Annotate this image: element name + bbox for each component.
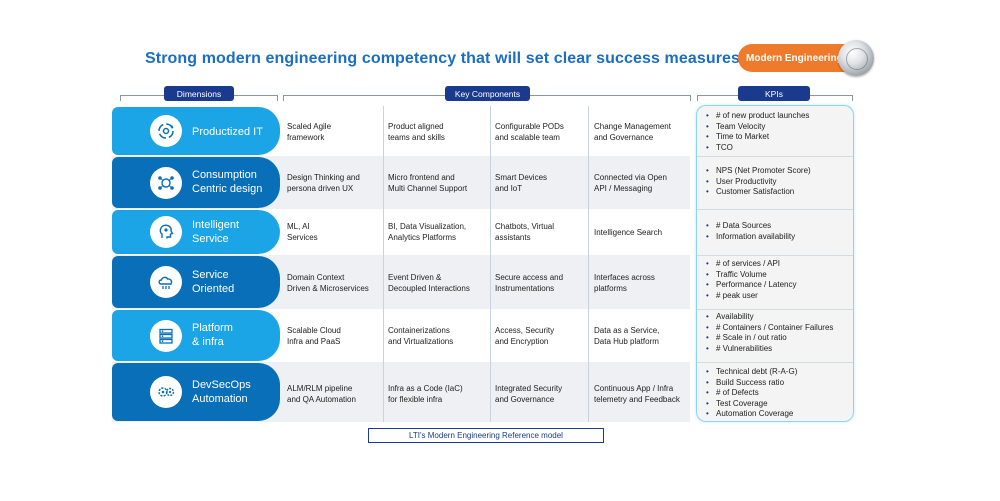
- component-cell: Infra as a Code (IaC) for flexible infra: [388, 384, 463, 404]
- kpi-list: # Data Sources Information availability: [706, 221, 795, 242]
- kpi-item: # of services / API: [706, 259, 796, 270]
- kpi-list: Availability # Containers / Container Fa…: [706, 312, 833, 354]
- dimension-consumption-centric-design: Consumption Centric design: [112, 157, 280, 208]
- kpi-item: # Data Sources: [706, 221, 795, 232]
- component-cell: Connected via Open API / Messaging: [594, 173, 667, 193]
- component-cell: Domain Context Driven & Microservices: [287, 273, 369, 293]
- component-cell: Change Management and Governance: [594, 122, 671, 142]
- component-cell: Scaled Agile framework: [287, 122, 332, 142]
- component-cell: Event Driven & Decoupled Interactions: [388, 273, 470, 293]
- component-cell: Micro frontend and Multi Channel Support: [388, 173, 468, 193]
- kpi-divider: [697, 309, 853, 310]
- dimension-label: Intelligent Service: [192, 219, 240, 245]
- component-cell: ML, AI Services: [287, 222, 318, 242]
- kpis-header: KPIs: [738, 86, 810, 101]
- component-cell: Continuous App / Infra telemetry and Fee…: [594, 384, 680, 404]
- gear-cycle-icon: [150, 115, 182, 147]
- column-divider: [588, 106, 589, 422]
- component-cell: Smart Devices and IoT: [495, 173, 548, 193]
- kpi-item: Information availability: [706, 232, 795, 243]
- dimension-label: Productized IT: [192, 126, 263, 138]
- dimensions-header: Dimensions: [164, 86, 234, 101]
- kpi-divider: [697, 209, 853, 210]
- dimension-label: DevSecOps Automation: [192, 379, 251, 405]
- component-cell: Interfaces across platforms: [594, 273, 655, 293]
- dimension-productized-it: Productized IT: [112, 107, 280, 155]
- kpi-divider: [697, 255, 853, 256]
- kpi-item: Technical debt (R-A-G): [706, 367, 797, 378]
- page-title: Strong modern engineering competency tha…: [145, 50, 741, 67]
- kpi-divider: [697, 362, 853, 363]
- dimension-label: Consumption Centric design: [192, 169, 263, 195]
- dimension-intelligent-service: Intelligent Service: [112, 210, 280, 254]
- kpi-item: Availability: [706, 312, 833, 323]
- dial-knob-icon: [838, 40, 874, 76]
- components-header: Key Components: [445, 86, 530, 101]
- column-divider: [383, 106, 384, 422]
- component-cell: Containerizations and Virtualizations: [388, 326, 454, 346]
- kpi-item: # Scale in / out ratio: [706, 333, 833, 344]
- kpi-item: # of Defects: [706, 388, 797, 399]
- kpi-item: # of new product launches: [706, 111, 809, 122]
- brain-head-icon: [150, 216, 182, 248]
- cloud-service-icon: [150, 266, 182, 298]
- component-cell: Access, Security and Encryption: [495, 326, 555, 346]
- reference-model-caption: LTI's Modern Engineering Reference model: [368, 428, 604, 443]
- component-cell: ALM/RLM pipeline and QA Automation: [287, 384, 356, 404]
- kpi-item: # Containers / Container Failures: [706, 323, 833, 334]
- component-cell: Configurable PODs and scalable team: [495, 122, 564, 142]
- kpi-item: User Productivity: [706, 177, 811, 188]
- kpi-item: Test Coverage: [706, 399, 797, 410]
- component-cell: Scalable Cloud Infra and PaaS: [287, 326, 341, 346]
- badge-label: Modern Engineering: [746, 52, 843, 64]
- component-cell: Secure access and Instrumentations: [495, 273, 564, 293]
- dimension-service-oriented: Service Oriented: [112, 256, 280, 308]
- component-cell: Intelligence Search: [594, 228, 663, 237]
- dimension-label: Platform & infra: [192, 322, 233, 348]
- component-cell: Data as a Service, Data Hub platform: [594, 326, 660, 346]
- component-cell: Design Thinking and persona driven UX: [287, 173, 360, 193]
- kpi-item: Build Success ratio: [706, 378, 797, 389]
- kpi-divider: [697, 156, 853, 157]
- component-cell: Product aligned teams and skills: [388, 122, 445, 142]
- component-cell: Integrated Security and Governance: [495, 384, 563, 404]
- people-network-icon: [150, 166, 182, 199]
- column-divider: [490, 106, 491, 422]
- kpi-item: NPS (Net Promoter Score): [706, 166, 811, 177]
- gears-icon: [150, 376, 182, 408]
- component-cell: Chatbots, Virtual assistants: [495, 222, 554, 242]
- kpi-item: TCO: [706, 143, 809, 154]
- kpi-item: Automation Coverage: [706, 409, 797, 420]
- kpi-item: # peak user: [706, 291, 796, 302]
- kpi-item: Team Velocity: [706, 122, 809, 133]
- kpi-item: Traffic Volume: [706, 270, 796, 281]
- kpi-list: Technical debt (R-A-G) Build Success rat…: [706, 367, 797, 420]
- kpi-list: NPS (Net Promoter Score) User Productivi…: [706, 166, 811, 198]
- kpi-item: # Vulnerabilities: [706, 344, 833, 355]
- kpi-item: Customer Satisfaction: [706, 187, 811, 198]
- dimension-platform-infra: Platform & infra: [112, 310, 280, 361]
- kpi-item: Performance / Latency: [706, 280, 796, 291]
- component-cell: BI, Data Visualization, Analytics Platfo…: [388, 222, 467, 242]
- dimension-devsecops-automation: DevSecOps Automation: [112, 363, 280, 421]
- kpi-list: # of services / API Traffic Volume Perfo…: [706, 259, 796, 301]
- kpi-list: # of new product launches Team Velocity …: [706, 111, 809, 153]
- server-stack-icon: [150, 319, 182, 352]
- dimension-label: Service Oriented: [192, 269, 235, 295]
- kpi-item: Time to Market: [706, 132, 809, 143]
